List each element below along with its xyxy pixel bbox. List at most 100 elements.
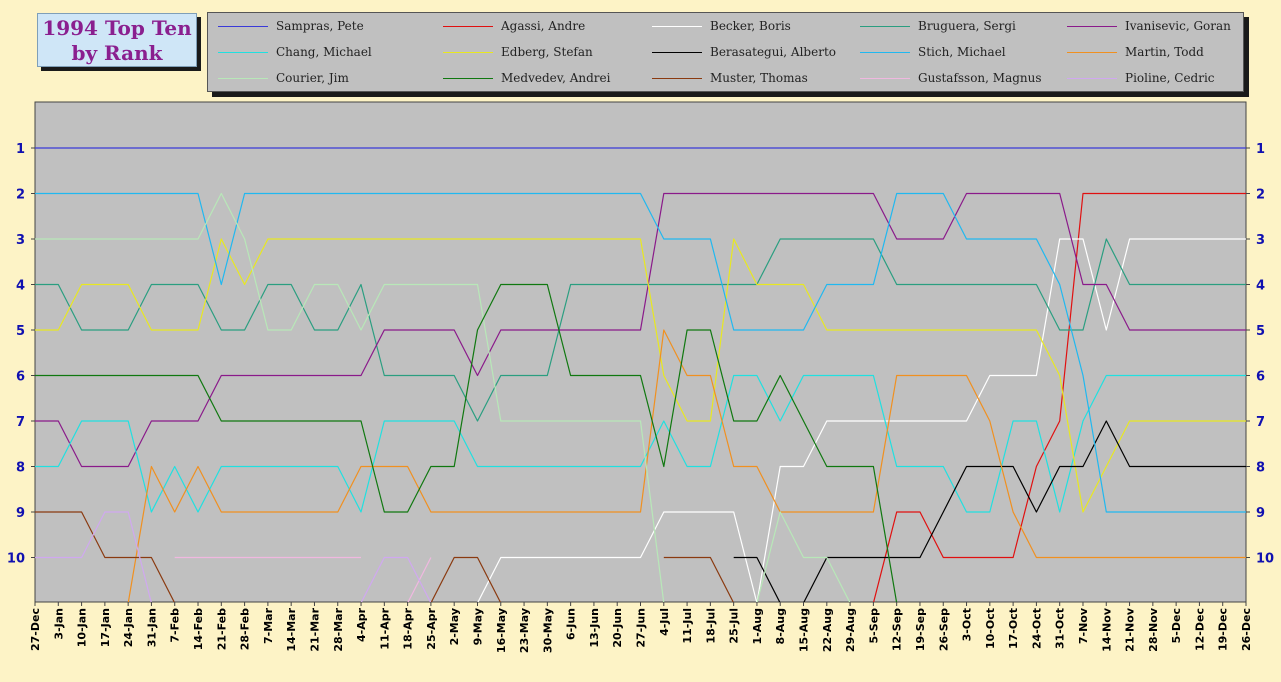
y-tick-label-left: 8 xyxy=(16,461,25,476)
legend-label: Muster, Thomas xyxy=(710,71,808,85)
x-tick-label: 9-May xyxy=(471,608,484,645)
x-tick-label: 16-May xyxy=(495,608,508,653)
x-tick-label: 12-Dec xyxy=(1193,608,1206,651)
y-tick-label-left: 2 xyxy=(16,188,25,203)
y-tick-label-right: 8 xyxy=(1256,461,1265,476)
x-tick-label: 13-Jun xyxy=(588,608,601,648)
y-tick-label-right: 7 xyxy=(1256,415,1265,430)
x-tick-label: 7-Feb xyxy=(169,608,182,643)
series-line-11 xyxy=(35,283,898,602)
y-tick-label-left: 7 xyxy=(16,415,25,430)
legend: Sampras, Pete Agassi, Andre Becker, Boris B… xyxy=(207,12,1244,92)
x-tick-label: 28-Feb xyxy=(239,608,252,650)
x-tick-label: 21-Mar xyxy=(308,607,321,651)
chart-title: 1994 Top Ten by Rank xyxy=(37,13,197,67)
x-tick-label: 4-Apr xyxy=(355,607,368,642)
x-tick-label: 5-Dec xyxy=(1170,608,1183,643)
y-tick-label-left: 4 xyxy=(16,279,25,294)
legend-swatch xyxy=(652,78,702,79)
x-tick-label: 3-Oct xyxy=(961,608,974,641)
y-tick-label-right: 6 xyxy=(1256,370,1265,385)
legend-swatch xyxy=(1067,52,1117,53)
x-tick-label: 11-Apr xyxy=(378,607,391,649)
x-tick-label: 23-May xyxy=(518,608,531,653)
legend-label: Courier, Jim xyxy=(276,71,349,85)
y-tick-label-right: 2 xyxy=(1256,188,1265,203)
y-tick-label-right: 5 xyxy=(1256,324,1265,339)
plot-area xyxy=(34,101,1247,603)
series-line-9 xyxy=(127,329,1246,602)
x-tick-label: 25-Jul xyxy=(728,608,741,644)
x-tick-label: 6-Jun xyxy=(565,608,578,640)
x-tick-label: 14-Nov xyxy=(1100,607,1113,652)
x-tick-label: 17-Oct xyxy=(1007,608,1020,649)
y-tick-label-left: 9 xyxy=(16,506,25,521)
series-line-1 xyxy=(873,192,1246,602)
x-tick-label: 5-Sep xyxy=(867,608,880,644)
legend-label: Becker, Boris xyxy=(710,19,791,33)
legend-label: Ivanisevic, Goran xyxy=(1125,19,1231,33)
legend-label: Sampras, Pete xyxy=(276,19,364,33)
x-tick-label: 22-Aug xyxy=(821,608,834,652)
legend-label: Medvedev, Andrei xyxy=(501,71,611,85)
chart-title-line-2: by Rank xyxy=(71,41,163,65)
legend-label: Edberg, Stefan xyxy=(501,45,593,59)
x-tick-label: 30-May xyxy=(541,608,554,653)
legend-swatch xyxy=(218,26,268,27)
y-tick-label-right: 10 xyxy=(1256,552,1274,567)
y-tick-label-left: 5 xyxy=(16,324,25,339)
legend-swatch xyxy=(860,26,910,27)
x-tick-label: 3-Jan xyxy=(52,608,65,640)
y-tick-label-left: 6 xyxy=(16,370,25,385)
x-tick-label: 10-Jan xyxy=(76,608,89,647)
legend-label: Bruguera, Sergi xyxy=(918,19,1016,33)
x-tick-label: 26-Dec xyxy=(1240,608,1253,651)
legend-label: Pioline, Cedric xyxy=(1125,71,1215,85)
legend-swatch xyxy=(860,78,910,79)
legend-swatch xyxy=(1067,78,1117,79)
x-tick-label: 31-Oct xyxy=(1054,608,1067,649)
legend-swatch xyxy=(860,52,910,53)
legend-label: Agassi, Andre xyxy=(501,19,586,33)
x-tick-label: 7-Nov xyxy=(1077,607,1090,644)
x-tick-label: 28-Mar xyxy=(332,607,345,651)
x-tick-label: 25-Apr xyxy=(425,607,438,649)
legend-label: Gustafsson, Magnus xyxy=(918,71,1042,85)
series-line-3 xyxy=(35,238,1246,422)
x-tick-label: 2-May xyxy=(448,608,461,645)
x-tick-label: 24-Jan xyxy=(122,608,135,647)
legend-swatch xyxy=(443,26,493,27)
y-tick-label-right: 3 xyxy=(1256,233,1265,248)
chart-title-line-1: 1994 Top Ten xyxy=(42,16,192,40)
series-line-14 xyxy=(35,511,432,602)
series-line-7 xyxy=(733,420,1246,602)
legend-label: Stich, Michael xyxy=(918,45,1006,59)
x-tick-label: 1-Aug xyxy=(751,608,764,644)
y-tick-label-left: 10 xyxy=(7,552,25,567)
legend-swatch xyxy=(443,78,493,79)
x-tick-label: 21-Nov xyxy=(1124,607,1137,652)
legend-label: Martin, Todd xyxy=(1125,45,1204,59)
x-tick-label: 17-Jan xyxy=(99,608,112,647)
legend-label: Chang, Michael xyxy=(276,45,372,59)
legend-swatch xyxy=(652,52,702,53)
x-tick-label: 12-Sep xyxy=(891,608,904,651)
series-line-10 xyxy=(35,192,851,602)
y-tick-label-right: 1 xyxy=(1256,142,1265,157)
x-tick-label: 26-Sep xyxy=(937,608,950,651)
x-tick-label: 28-Nov xyxy=(1147,607,1160,652)
y-tick-label-left: 3 xyxy=(16,233,25,248)
series-line-4 xyxy=(35,192,1246,468)
x-tick-label: 8-Aug xyxy=(774,608,787,644)
legend-swatch xyxy=(652,26,702,27)
x-tick-label: 10-Oct xyxy=(984,608,997,649)
legend-swatch xyxy=(443,52,493,53)
series-line-6 xyxy=(35,238,1246,513)
legend-label: Berasategui, Alberto xyxy=(710,45,836,59)
x-tick-label: 27-Jun xyxy=(635,608,648,648)
x-tick-label: 29-Aug xyxy=(844,608,857,652)
series-line-5 xyxy=(35,374,1246,513)
x-tick-label: 11-Jul xyxy=(681,608,694,644)
y-tick-label-right: 9 xyxy=(1256,506,1265,521)
